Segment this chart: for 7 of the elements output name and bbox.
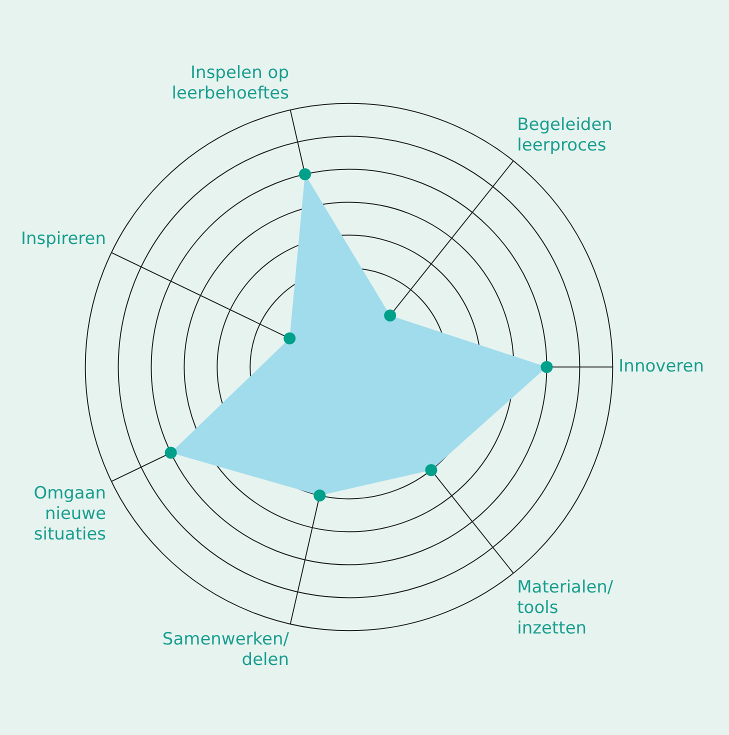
spoke-label: Materialen/ tools inzetten <box>517 577 614 638</box>
spoke-label: Inspireren <box>20 229 106 250</box>
spoke-label: Omgaan nieuwe situaties <box>34 484 106 544</box>
spoke-label: Samenwerken/ delen <box>162 630 290 670</box>
spoke-label: Innoveren <box>618 356 704 376</box>
spoke-label: Inspelen op leerbehoeftes <box>172 62 290 104</box>
spoke-label: Begeleiden leerproces <box>517 114 612 156</box>
